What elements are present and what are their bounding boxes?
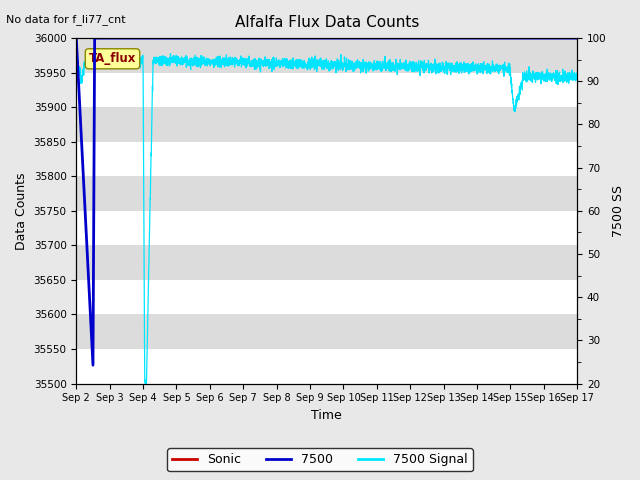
- Bar: [76, 72, 577, 107]
- Bar: [76, 107, 577, 142]
- Text: No data for f_li77_cnt: No data for f_li77_cnt: [6, 13, 126, 24]
- Bar: [76, 349, 577, 384]
- Title: Alfalfa Flux Data Counts: Alfalfa Flux Data Counts: [234, 15, 419, 30]
- Bar: [76, 211, 577, 245]
- Bar: [76, 38, 577, 72]
- Bar: [76, 280, 577, 314]
- Legend: Sonic, 7500, 7500 Signal: Sonic, 7500, 7500 Signal: [167, 448, 473, 471]
- Bar: [76, 245, 577, 280]
- Y-axis label: 7500 SS: 7500 SS: [612, 185, 625, 237]
- Bar: [76, 176, 577, 211]
- X-axis label: Time: Time: [311, 409, 342, 422]
- Y-axis label: Data Counts: Data Counts: [15, 172, 28, 250]
- Bar: [76, 314, 577, 349]
- Text: TA_flux: TA_flux: [89, 52, 136, 65]
- Bar: [76, 142, 577, 176]
